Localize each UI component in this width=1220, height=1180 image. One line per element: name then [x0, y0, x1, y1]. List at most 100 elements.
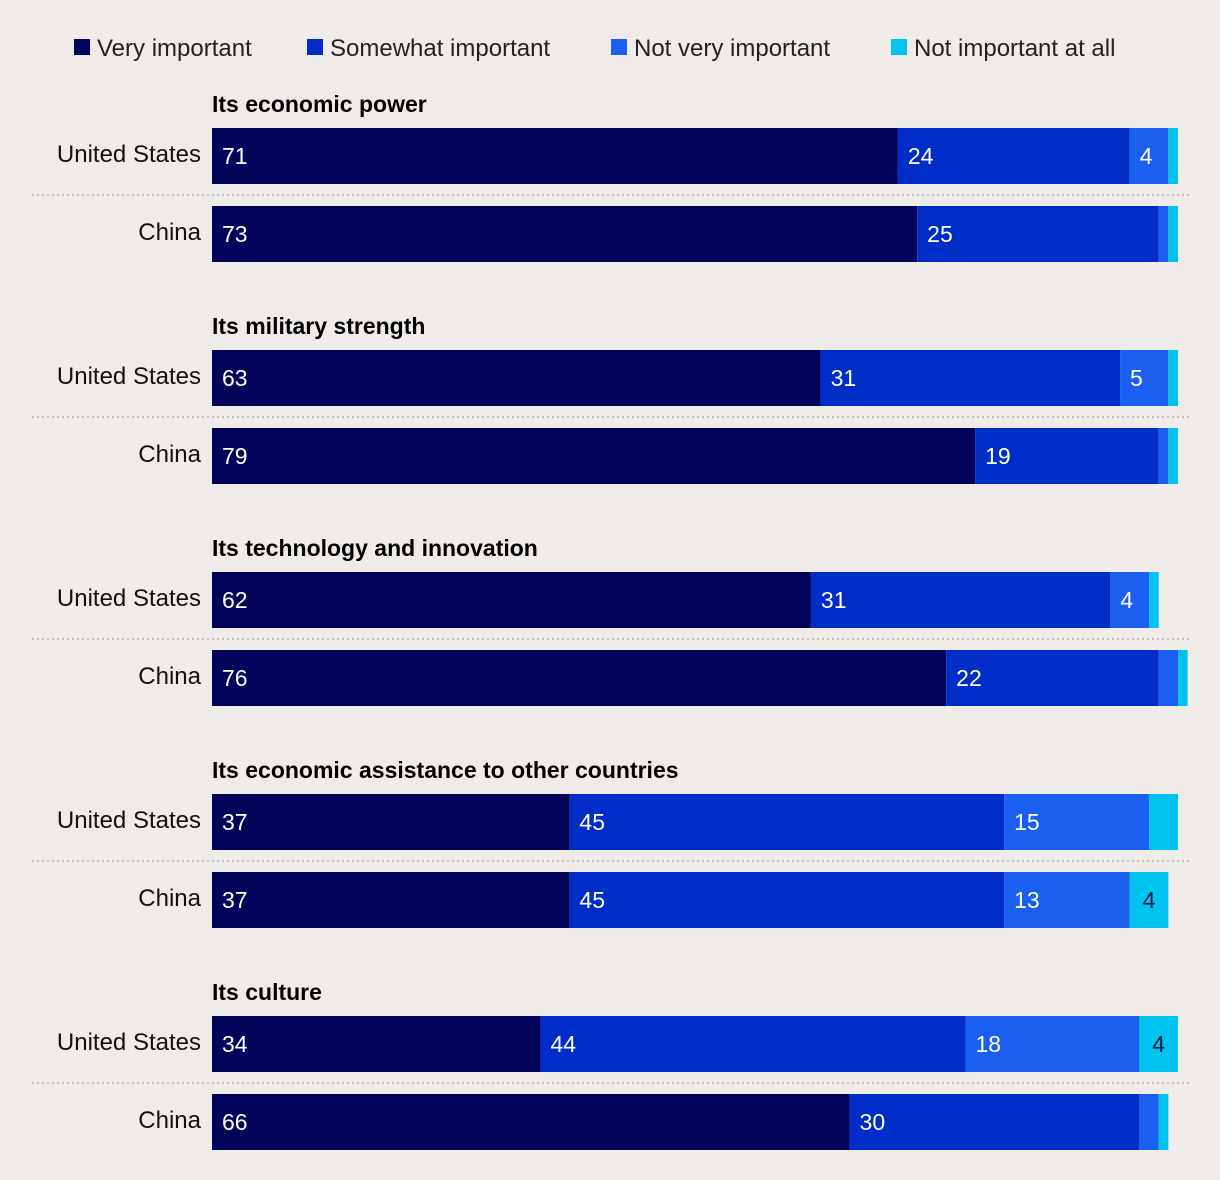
bar-value-label-somewhat: 25 — [927, 221, 953, 247]
bar-segment-not_very — [1129, 128, 1169, 184]
bar-value-label-very: 76 — [222, 665, 248, 691]
bar-row-united-states: United States 71 24 4 — [57, 128, 1178, 184]
bar-value-label-somewhat: 45 — [579, 887, 605, 913]
bar-value-label-not_very: 13 — [1014, 887, 1040, 913]
bar-value-label-not_at_all: 4 — [1143, 887, 1156, 913]
bar-segment-not_at_all — [1168, 428, 1178, 484]
bar-value-label-very: 63 — [222, 365, 248, 391]
bar-value-label-somewhat: 31 — [821, 587, 847, 613]
bar-value-label-somewhat: 24 — [908, 143, 934, 169]
legend-item-very: Very important — [74, 35, 252, 62]
row-label: China — [138, 219, 201, 246]
bar-segment-not_very — [1004, 872, 1130, 928]
bar-segment-not_at_all — [1178, 650, 1188, 706]
legend-label-not_very: Not very important — [634, 35, 830, 62]
bar-row-china: China 73 25 — [138, 206, 1178, 262]
bar-segment-somewhat — [897, 128, 1130, 184]
bar-segment-very — [212, 572, 811, 628]
legend-swatch-not_at_all — [891, 39, 907, 55]
legend-label-somewhat: Somewhat important — [330, 35, 550, 62]
bar-value-label-somewhat: 44 — [550, 1031, 576, 1057]
bar-value-label-very: 37 — [222, 809, 248, 835]
bar-segment-somewhat — [946, 650, 1159, 706]
legend-swatch-very — [74, 39, 90, 55]
bar-row-china: China 66 30 — [138, 1094, 1169, 1150]
bar-row-china: China 79 19 — [138, 428, 1178, 484]
group-title: Its military strength — [212, 313, 425, 339]
bar-value-label-very: 66 — [222, 1109, 248, 1135]
bar-value-label-very: 34 — [222, 1031, 248, 1057]
row-label: United States — [57, 363, 201, 390]
row-label: China — [138, 885, 201, 912]
bar-segment-very — [212, 128, 898, 184]
legend-label-very: Very important — [97, 35, 252, 62]
legend-item-not_at_all: Not important at all — [891, 35, 1115, 62]
bar-value-label-not_very: 18 — [975, 1031, 1001, 1057]
row-label: United States — [57, 807, 201, 834]
bar-segment-not_very — [1139, 1094, 1159, 1150]
bar-value-label-somewhat: 19 — [985, 443, 1011, 469]
bar-segment-somewhat — [569, 794, 1005, 850]
bar-segment-not_at_all — [1129, 872, 1169, 928]
legend-item-not_very: Not very important — [611, 35, 830, 62]
bar-segment-not_very — [1120, 350, 1169, 406]
bar-value-label-not_very: 4 — [1120, 587, 1133, 613]
group-title: Its technology and innovation — [212, 535, 538, 561]
bar-segment-not_at_all — [1158, 1094, 1169, 1150]
bar-segment-not_at_all — [1168, 128, 1178, 184]
row-label: China — [138, 1107, 201, 1134]
bar-value-label-somewhat: 30 — [860, 1109, 886, 1135]
row-label: United States — [57, 1029, 201, 1056]
row-label: China — [138, 441, 201, 468]
group-2: Its military strength United States 63 31 5 C… — [32, 313, 1190, 484]
group-5: Its culture United States 34 44 18 4 China 66 30 — [32, 979, 1190, 1150]
bar-value-label-not_very: 15 — [1014, 809, 1040, 835]
bar-row-united-states: United States 34 44 18 4 — [57, 1016, 1178, 1072]
bar-value-label-not_very: 4 — [1140, 143, 1153, 169]
bar-segment-very — [212, 872, 570, 928]
bar-value-label-very: 73 — [222, 221, 248, 247]
bar-segment-not_at_all — [1139, 1016, 1178, 1072]
bar-segment-somewhat — [569, 872, 1005, 928]
bar-row-china: China 76 22 — [138, 650, 1188, 706]
bar-segment-somewhat — [975, 428, 1159, 484]
plot-area: Its economic power United States 71 24 4 Chin… — [32, 91, 1190, 1150]
row-label: United States — [57, 585, 201, 612]
bar-segment-not_very — [1110, 572, 1150, 628]
bar-segment-not_very — [1158, 206, 1169, 262]
group-1: Its economic power United States 71 24 4 Chin… — [32, 91, 1190, 262]
bar-segment-not_very — [1004, 794, 1150, 850]
legend-label-not_at_all: Not important at all — [914, 35, 1115, 62]
bar-value-label-very: 71 — [222, 143, 248, 169]
row-label: China — [138, 663, 201, 690]
bar-segment-very — [212, 1094, 850, 1150]
bar-segment-somewhat — [849, 1094, 1140, 1150]
bar-segment-not_at_all — [1149, 572, 1159, 628]
bar-segment-not_at_all — [1168, 350, 1178, 406]
bar-row-united-states: United States 63 31 5 — [57, 350, 1178, 406]
bar-value-label-somewhat: 45 — [579, 809, 605, 835]
legend-swatch-somewhat — [307, 39, 323, 55]
bar-row-china: China 37 45 13 4 — [138, 872, 1169, 928]
legend-swatch-not_very — [611, 39, 627, 55]
group-title: Its economic assistance to other countri… — [212, 757, 679, 783]
bar-segment-not_at_all — [1149, 794, 1178, 850]
bar-segment-not_very — [1158, 650, 1178, 706]
bar-value-label-very: 62 — [222, 587, 248, 613]
legend-item-somewhat: Somewhat important — [307, 35, 550, 62]
bar-segment-very — [212, 1016, 541, 1072]
bar-segment-not_at_all — [1168, 206, 1178, 262]
bar-value-label-somewhat: 22 — [956, 665, 982, 691]
group-title: Its economic power — [212, 91, 427, 117]
bar-segment-very — [212, 428, 976, 484]
bar-segment-very — [212, 794, 570, 850]
bar-row-united-states: United States 37 45 15 — [57, 794, 1178, 850]
group-3: Its technology and innovation United Stat… — [32, 535, 1190, 706]
bar-segment-very — [212, 650, 947, 706]
bar-value-label-not_very: 5 — [1130, 365, 1143, 391]
legend: Very important Somewhat important Not very… — [74, 35, 1115, 62]
bar-value-label-not_at_all: 4 — [1152, 1031, 1165, 1057]
bar-segment-very — [212, 350, 821, 406]
bar-segment-somewhat — [540, 1016, 966, 1072]
